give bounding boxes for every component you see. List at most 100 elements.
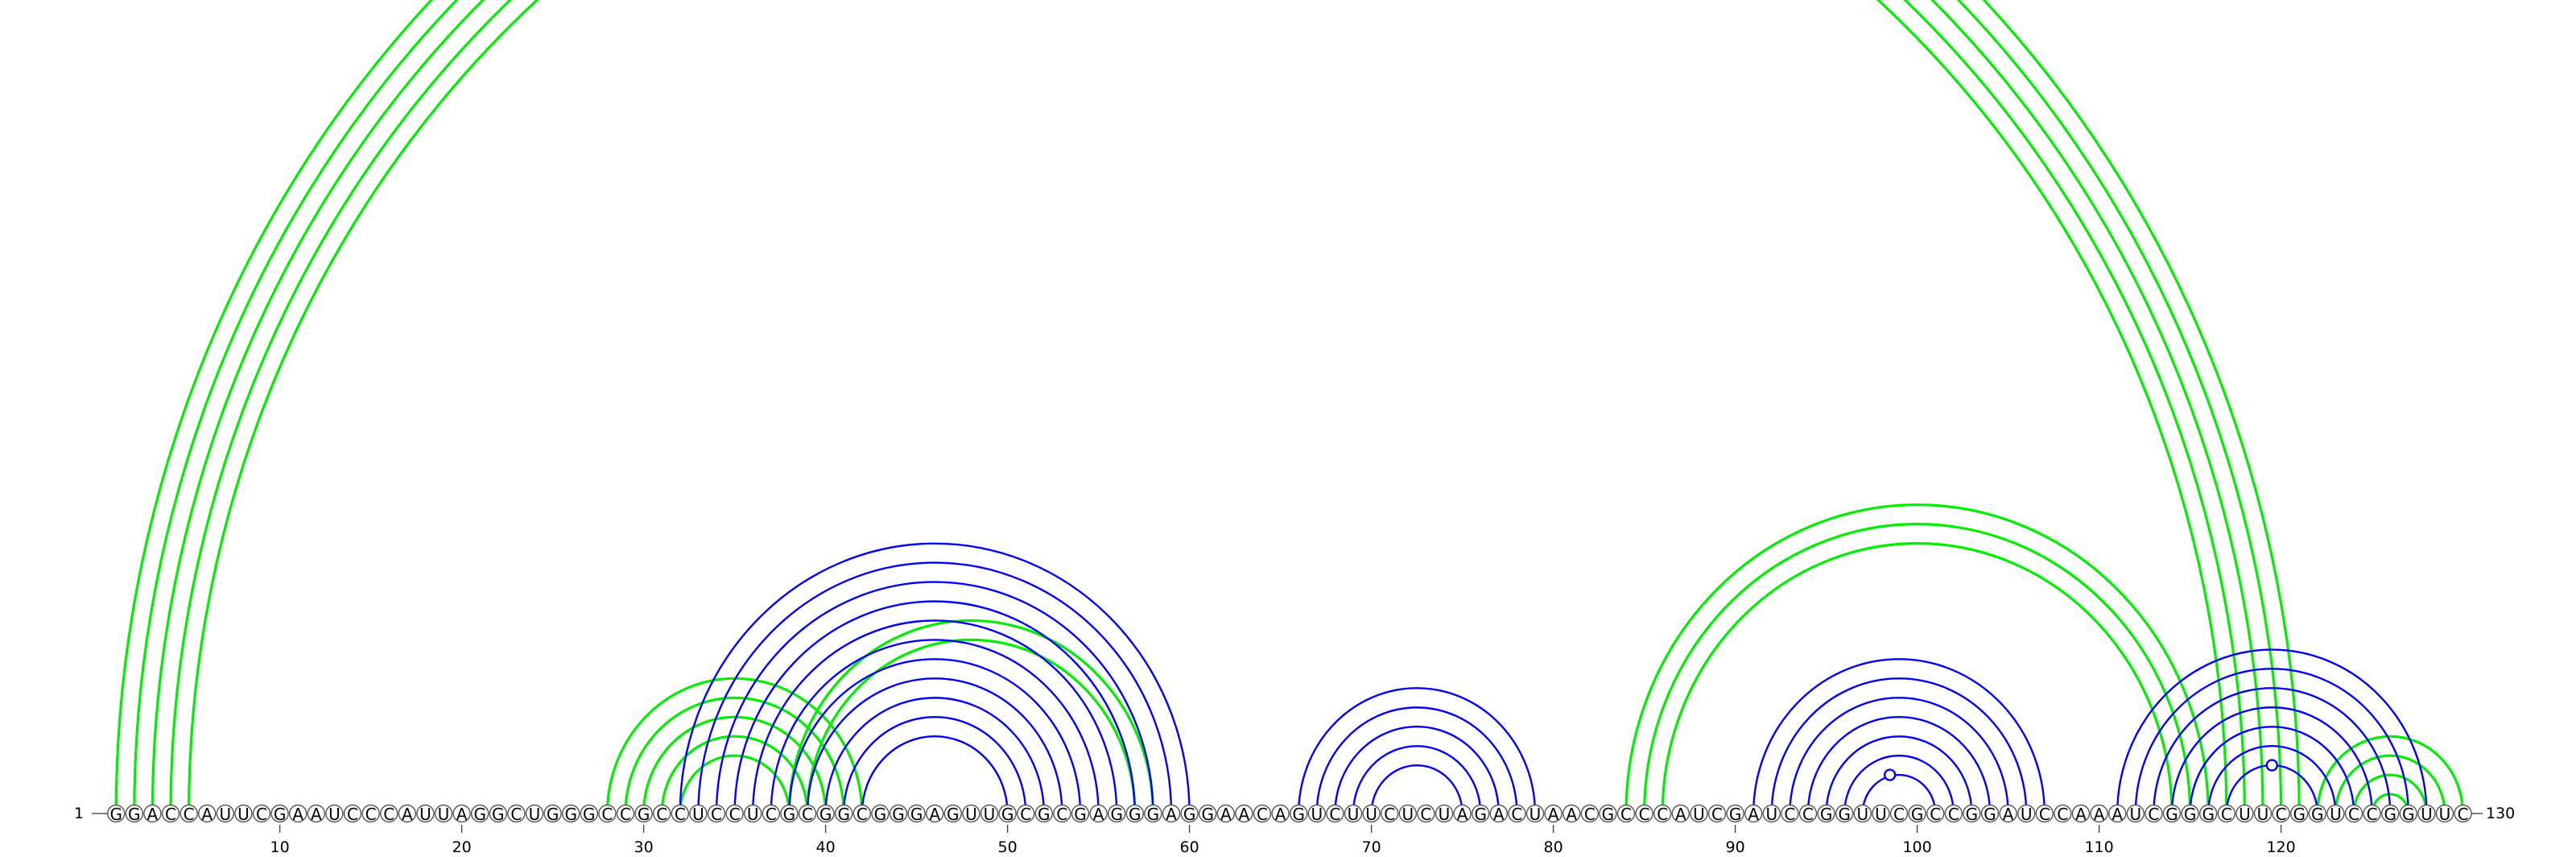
nucleotide-64: C (1253, 804, 1272, 824)
nucleotide-letter: G (1911, 805, 1924, 824)
nucleotide-letter: A (1220, 805, 1232, 824)
nucleotide-109: A (2071, 804, 2091, 824)
nucleotide-circle (2071, 804, 2091, 823)
nucleotide-68: C (1326, 804, 1344, 824)
nucleotide-circle (816, 804, 835, 823)
nucleotide-circle (2380, 804, 2400, 823)
green-helix-4-pair-84-116 (1624, 503, 2210, 814)
nucleotide-letter: G (1474, 805, 1487, 824)
nucleotide-letter: A (201, 805, 213, 824)
nucleotide-9: C (252, 804, 271, 824)
green-helix-1-pair-4-118 (169, 0, 2246, 814)
nucleotide-circle (361, 804, 380, 823)
nucleotide-48: U (962, 804, 980, 824)
nucleotide-letter: C (1784, 805, 1795, 824)
nucleotide-circle (2363, 804, 2381, 823)
nucleotide-letter: U (419, 805, 431, 824)
nucleotide-letter: A (292, 805, 303, 824)
blue-helix-3-pair-93-105 (1789, 697, 2009, 814)
blue-helix-4-pair-113-126 (2153, 687, 2392, 814)
nucleotide-letter: C (1257, 805, 1268, 824)
nucleotide-letter: G (109, 805, 122, 824)
nucleotide-24: U (525, 804, 544, 824)
nucleotide-125: C (2363, 804, 2381, 824)
nucleotide-circle (2017, 804, 2036, 823)
nucleotide-letter: A (402, 805, 413, 824)
nucleotide-45: G (907, 804, 926, 824)
nucleotide-circle (1180, 804, 1199, 823)
nucleotide-75: A (1453, 804, 1472, 824)
nucleotide-circle (1963, 804, 1981, 823)
blue-helix-2-pair-68-77 (1334, 725, 1500, 814)
nucleotide-letter: C (1420, 805, 1431, 824)
nucleotide-120: C (2272, 804, 2290, 824)
nucleotide-30: G (634, 804, 653, 824)
nucleotide-circle (1380, 804, 1399, 823)
nucleotide-59: A (1162, 804, 1181, 824)
nucleotide-94: C (1798, 804, 1818, 824)
nucleotide-letter: G (947, 805, 960, 824)
nucleotide-letter: C (2221, 805, 2232, 824)
end-position-label: 130 (2486, 805, 2515, 822)
nucleotide-letter: G (2311, 805, 2324, 824)
nucleotide-letter: A (1748, 805, 1759, 824)
nucleotide-circle (471, 804, 489, 823)
nucleotide-circle (889, 804, 908, 823)
nucleotide-letter: C (347, 805, 358, 824)
nucleotide-circle (1435, 804, 1454, 823)
nucleotide-circle (725, 804, 744, 823)
nucleotide-circle (1690, 804, 1708, 823)
nucleotide-51: C (1016, 804, 1035, 824)
blue-helix-3-pair-96-102 (1843, 754, 1955, 814)
blue-helix-1-pair-37-55 (770, 639, 1100, 814)
nucleotide-circle (1508, 804, 1526, 823)
nucleotide-letter: G (1001, 805, 1014, 824)
nucleotide-108: C (2054, 804, 2072, 824)
nucleotide-circle (1635, 804, 1653, 823)
nucleotide-letter: G (1147, 805, 1160, 824)
nucleotide-letter: G (1729, 805, 1742, 824)
blue-helix-4-pair-115-124 (2189, 725, 2355, 814)
nucleotide-103: G (1963, 804, 1981, 824)
nucleotide-circle (1344, 804, 1363, 823)
nucleotide-circle (161, 804, 180, 823)
nucleotide-41: G (834, 804, 853, 824)
green-helix-5-pair-123-129 (2334, 754, 2446, 814)
nucleotide-circle (234, 804, 253, 823)
nucleotide-circle (1162, 804, 1181, 823)
nucleotide-92: U (1762, 804, 1781, 824)
nucleotide-circle (707, 804, 726, 823)
nucleotide-67: U (1307, 804, 1327, 824)
nucleotide-circle (2289, 804, 2309, 823)
nucleotide-letter: C (2367, 805, 2378, 824)
nucleotide-letter: A (1548, 805, 1559, 824)
nucleotide-20: A (452, 804, 471, 824)
nucleotide-circle (198, 804, 217, 823)
nucleotide-letter: C (729, 805, 741, 824)
nucleotide-letter: U (237, 805, 250, 824)
nucleotide-97: U (1853, 804, 1872, 824)
nucleotide-17: A (398, 804, 416, 824)
nucleotide-circle (653, 804, 671, 823)
nucleotide-61: G (1198, 804, 1217, 824)
blue-helix-4-pair-116-123 (2207, 745, 2337, 814)
nucleotide-circle (980, 804, 999, 823)
nucleotide-letter: A (1675, 805, 1686, 824)
nucleotide-circle (434, 804, 453, 823)
tick-label-100: 100 (1902, 838, 1931, 856)
nucleotide-117: C (2217, 804, 2236, 824)
nucleotide-letter: G (1602, 805, 1615, 824)
nucleotide-letter: C (620, 805, 631, 824)
nucleotide-circle (2417, 804, 2436, 823)
nucleotide-circle (1599, 804, 1617, 823)
nucleotide-101: C (1926, 804, 1945, 824)
nucleotide-letter: C (1384, 805, 1395, 824)
nucleotide-letter: G (473, 805, 486, 824)
nucleotide-100: G (1908, 804, 1926, 824)
nucleotide-circle (1908, 804, 1926, 823)
blue-helix-1-pair-32-60 (679, 542, 1191, 814)
nucleotide-40: G (816, 804, 835, 824)
nucleotide-letter: U (1402, 805, 1414, 824)
nucleotide-letter: G (128, 805, 141, 824)
nucleotide-letter: A (2112, 805, 2123, 824)
